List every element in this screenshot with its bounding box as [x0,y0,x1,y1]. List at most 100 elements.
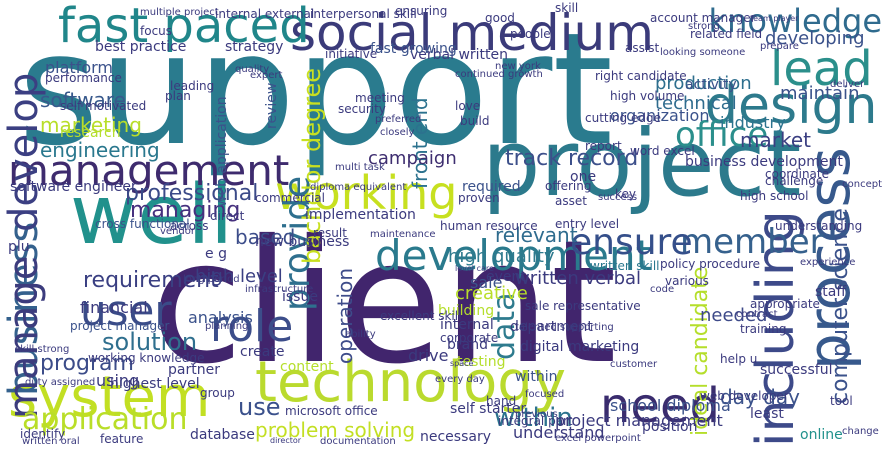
word-sale-representative: sale representative [525,299,641,313]
word-ensuring: ensuring [395,4,448,18]
word-across: across [170,219,209,233]
word-market: market [740,128,811,152]
word-best-practice: best practice [95,39,187,55]
word-self-starter: self starter [450,401,527,417]
word-management: management [8,146,290,195]
word-user: user [80,286,172,335]
word-tool: tool [830,394,853,408]
word-platform: platform [45,58,113,77]
word-track-record: track record [505,146,639,171]
word-preferred: preferred [375,114,422,125]
word-strong: strong [688,21,720,32]
word-build: build [460,114,490,128]
word-content: content [280,359,334,375]
word-role: role [210,301,294,352]
word-success: success [598,192,638,203]
word-manage: manage [1,255,47,420]
word-prepare: prepare [760,41,799,52]
word-create: create [240,344,285,360]
word-brand: brand [447,337,488,353]
word-digital-marketing: digital marketing [520,339,640,355]
word-concept: concept [842,179,882,190]
word-database: database [190,427,255,443]
word-talented-supporting: talented supporting [515,322,614,333]
word-school-diploma: school diploma [610,396,731,415]
word-hand: hand [486,394,517,408]
word-duty-assigned: duty assigned [25,377,96,388]
word-integral-part: integral part [498,414,573,428]
word-entry-level: entry level [555,217,620,231]
word-closely: closely [380,127,415,138]
word-necessary: necessary [420,429,492,445]
word-one: one [570,169,597,185]
word-level-care: level care [455,264,494,273]
word-activity: activity [685,77,737,93]
word-within: within [494,403,573,433]
word-managing: managing [130,198,241,223]
word-knowledge: knowledge [708,2,882,40]
word-develop: develop [1,73,47,233]
word-account-manager: account manager [650,11,756,25]
word-web-developer: web developer [700,389,789,403]
word-maintenance: maintenance [370,229,436,240]
word-member: member [680,222,824,262]
word-commercial: commercial [255,191,325,205]
word-marketing: marketing [40,113,142,137]
word-office: office [675,115,769,155]
word-infrastructure: infrastructure [245,284,314,295]
word-director: director [270,436,302,445]
word-expert: expert [250,70,283,81]
word-relevant: relevant [495,223,578,247]
word-application: application [22,402,188,437]
word-quality: quality [235,64,270,75]
word-technology: technology [255,350,566,415]
word-diploma-equivalent: diploma equivalent [310,182,407,193]
word-focused: focused [525,389,565,400]
word-deliver: deliver [830,79,865,90]
word-long-period: long period [183,274,240,285]
word-review: review [264,82,280,129]
word-written-skill: written skill [590,259,660,273]
word-day-day: day day [720,385,800,409]
word-verbal-written: verbal written [410,47,509,63]
word-professional: professional [125,181,259,206]
word-experience: experience [800,257,856,268]
word-multiple-project: multiple project [140,7,219,18]
word-staff: staff [815,284,847,300]
word-good: good [485,11,515,25]
word-planning: planning [205,321,249,332]
word-vendor: vendor [160,226,195,237]
word-people: people [510,27,551,41]
word-department: department [510,319,593,335]
word-software-engineer: software engineer [10,179,137,195]
word-identify: identify [20,427,66,441]
word-implementation: implementation [305,207,416,223]
word-industry: industry [720,113,786,132]
word-creative: creative [455,283,528,304]
word-plu: plu [8,239,30,255]
word-looking-someone: looking someone [660,47,746,58]
word-social-medium: social medium [290,4,654,62]
word-maintain: maintain [780,83,860,104]
word-solution: solution [102,328,198,356]
word-written-oral: written oral [22,436,80,447]
word-proven: proven [458,191,500,205]
word-high-school: high school [740,189,809,203]
word-design: design [705,76,878,136]
word-initiative: initiative [325,47,378,61]
word-ability: ability [345,329,376,340]
word-project-manager: project manager [70,319,170,333]
word-internal: internal [440,317,494,333]
word-within: within [515,369,558,385]
word-system: system [8,365,211,430]
word-development: development [375,231,653,280]
word-building: building [438,303,495,319]
word-problem-solving: problem solving [255,418,416,442]
word-research: research [60,125,121,141]
word-organization: organization [610,106,710,125]
word-operation: operation [333,268,357,365]
word-team-player: team player [750,14,799,23]
word-online: online [800,427,843,443]
word-excel-powerpoint: excel powerpoint [555,433,641,444]
word-production: production [655,73,752,94]
